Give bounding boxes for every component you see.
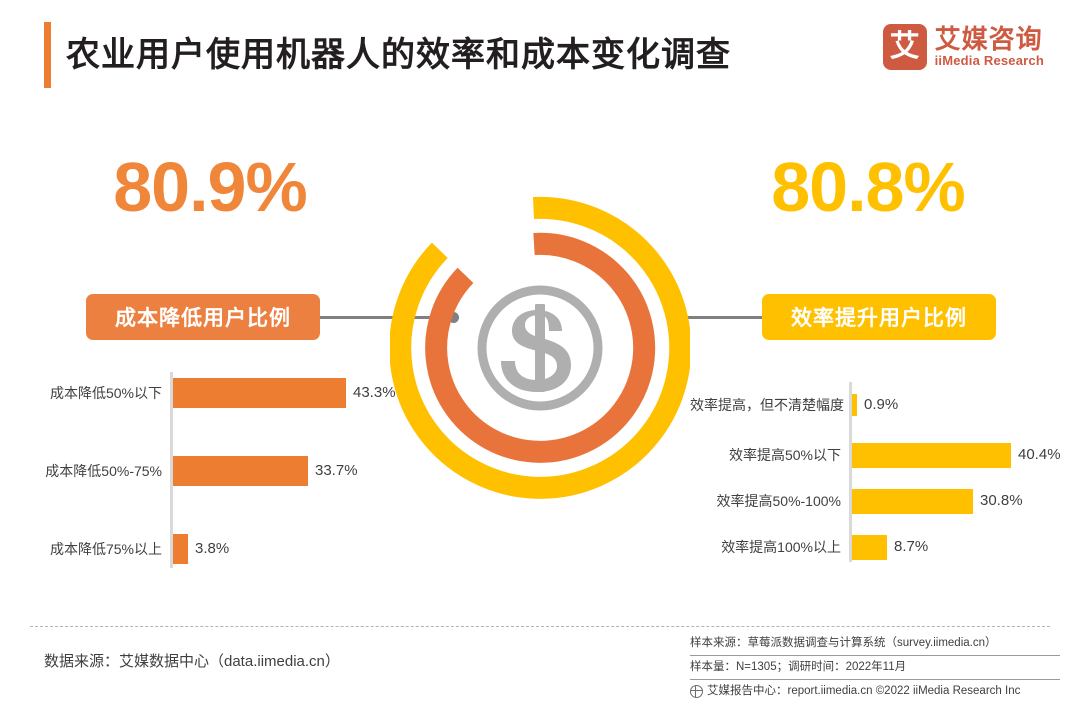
coin-outline-icon bbox=[477, 285, 603, 411]
bar-value-label: 40.4% bbox=[1018, 446, 1061, 463]
bar-value-label: 33.7% bbox=[315, 462, 358, 479]
table-row: 成本降低50%-75% 33.7% bbox=[30, 456, 450, 486]
bar-category-label: 效率提高50%-100% bbox=[716, 493, 842, 509]
chart-axis-line bbox=[170, 372, 173, 568]
bar-value-label: 30.8% bbox=[980, 492, 1023, 509]
sample-size-text: 样本量：N=1305；调研时间：2022年11月 bbox=[690, 655, 1060, 677]
table-row: 效率提高50%以下 40.4% bbox=[690, 440, 1070, 470]
dollar-sign-icon bbox=[501, 304, 571, 392]
ring-svg bbox=[389, 196, 692, 499]
bar-category-label: 成本降低75%以上 bbox=[49, 541, 162, 557]
iimedia-logo: 艾 艾媒咨询 iiMedia Research bbox=[882, 24, 1044, 70]
footer-divider bbox=[30, 626, 1050, 627]
outer-ring-arc bbox=[389, 196, 692, 499]
bar-category-label: 效率提高，但不清楚幅度 bbox=[690, 397, 844, 413]
cost-reduction-headline-value: 80.9% bbox=[113, 148, 307, 226]
chart-axis-line bbox=[849, 382, 852, 562]
copyright-row: 艾媒报告中心：report.iimedia.cn ©2022 iiMedia R… bbox=[690, 679, 1060, 700]
logo-name-en: iiMedia Research bbox=[934, 53, 1044, 68]
bar-segment bbox=[852, 394, 857, 416]
bar-value-label: 43.3% bbox=[353, 384, 396, 401]
sample-source-text: 样本来源：草莓派数据调查与计算系统（survey.iimedia.cn） bbox=[690, 637, 997, 649]
efficiency-gain-bar-chart: 效率提高，但不清楚幅度 0.9% 效率提高50%以下 40.4% 效率提高50%… bbox=[690, 382, 1070, 568]
table-row: 效率提高100%以上 8.7% bbox=[690, 532, 1070, 562]
table-row: 成本降低50%以下 43.3% bbox=[30, 378, 450, 408]
bar-segment bbox=[852, 442, 1011, 468]
bar-category-label: 成本降低50%以下 bbox=[49, 385, 162, 401]
table-row: 效率提高50%-100% 30.8% bbox=[690, 486, 1070, 516]
bar-segment bbox=[852, 488, 973, 514]
bar-category-label: 效率提高50%以下 bbox=[728, 447, 841, 463]
bar-segment bbox=[852, 534, 887, 560]
efficiency-gain-connector-line bbox=[676, 316, 762, 319]
cost-reduction-bar-chart: 成本降低50%以下 43.3% 成本降低50%-75% 33.7% 成本降低75… bbox=[30, 372, 450, 572]
table-row: 成本降低75%以上 3.8% bbox=[30, 534, 450, 564]
cost-reduction-connector-line bbox=[320, 316, 454, 319]
cost-reduction-connector-dot bbox=[448, 312, 459, 323]
bar-category-label: 效率提高100%以上 bbox=[721, 539, 841, 555]
bar-value-label: 3.8% bbox=[195, 540, 230, 557]
bar-segment bbox=[173, 534, 188, 564]
efficiency-gain-headline-value: 80.8% bbox=[771, 148, 965, 226]
logo-text: 艾媒咨询 iiMedia Research bbox=[935, 25, 1044, 69]
logo-mark-icon: 艾 bbox=[882, 24, 927, 70]
efficiency-gain-callout-label: 效率提升用户比例 bbox=[762, 294, 996, 340]
concentric-ring-graphic bbox=[389, 180, 692, 510]
copyright-text: 艾媒报告中心：report.iimedia.cn ©2022 iiMedia R… bbox=[707, 685, 1021, 697]
bar-segment bbox=[173, 378, 346, 408]
bar-value-label: 0.9% bbox=[864, 396, 899, 413]
bar-category-label: 成本降低50%-75% bbox=[45, 463, 162, 479]
inner-ring-arc bbox=[425, 232, 656, 463]
footer-meta-block: 样本来源：草莓派数据调查与计算系统（survey.iimedia.cn） 样本量… bbox=[690, 634, 1060, 700]
bar-segment bbox=[173, 456, 308, 486]
page-title: 农业用户使用机器人的效率和成本变化调查 bbox=[66, 36, 731, 74]
data-source-text: 数据来源：艾媒数据中心（data.iimedia.cn） bbox=[44, 653, 340, 670]
table-row: 效率提高，但不清楚幅度 0.9% bbox=[690, 390, 1070, 420]
logo-name-cn: 艾媒咨询 bbox=[934, 24, 1043, 54]
bar-value-label: 8.7% bbox=[894, 538, 929, 555]
title-accent-bar bbox=[44, 22, 51, 88]
cost-reduction-callout-label: 成本降低用户比例 bbox=[86, 294, 320, 340]
globe-icon bbox=[690, 684, 703, 698]
